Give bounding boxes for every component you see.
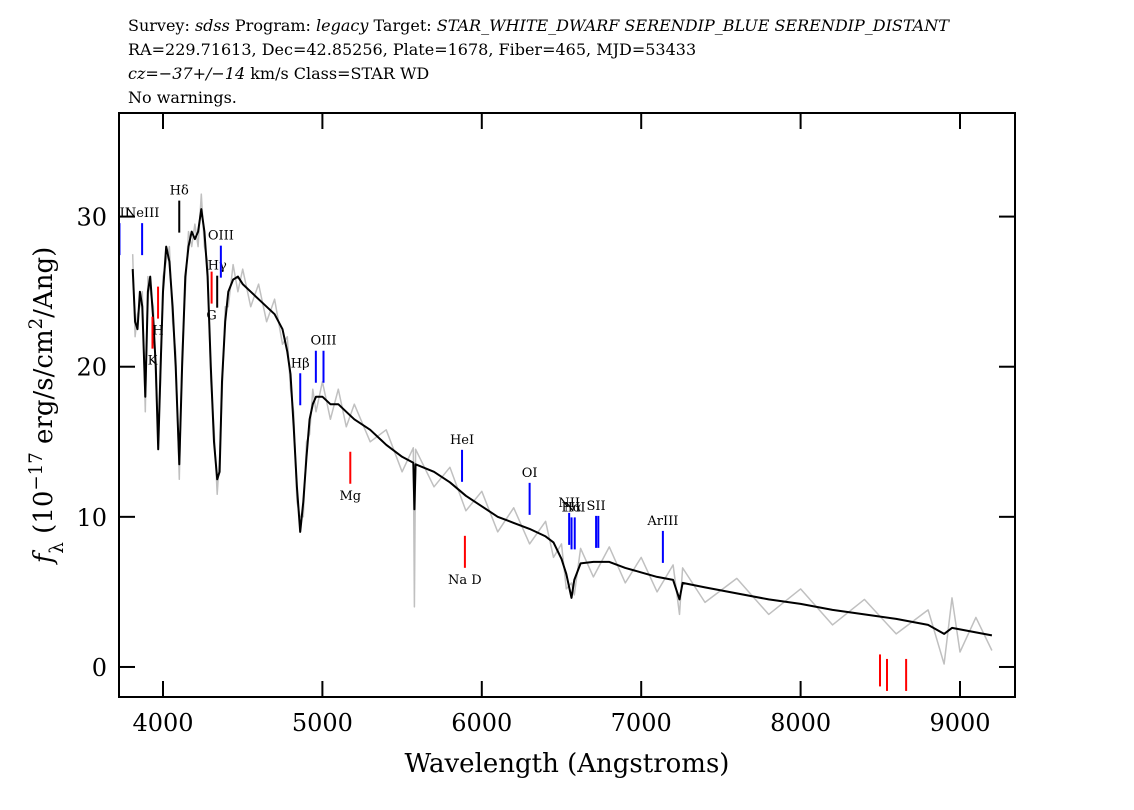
header-line-part: Survey:: [128, 16, 195, 35]
line-label: Hδ: [170, 184, 189, 199]
y-axis-label-part: 2: [26, 318, 47, 330]
line-label: K: [148, 354, 158, 369]
y-axis-label-part: (10: [29, 491, 59, 543]
x-tick-label: 5000: [292, 709, 353, 737]
line-label: ArIII: [646, 514, 678, 529]
line-label: Na D: [448, 573, 482, 588]
x-axis-label: Wavelength (Angstroms): [405, 749, 730, 779]
y-axis-label-part: −17: [26, 452, 47, 490]
line-label: HeI: [450, 433, 474, 448]
x-tick-label: 8000: [770, 709, 831, 737]
x-tick-label: 6000: [451, 709, 512, 737]
header-line-part: km/s Class=STAR WD: [245, 64, 429, 83]
y-axis-label-part: λ: [47, 542, 68, 554]
line-label: NII: [558, 496, 580, 511]
line-label: OIII: [310, 334, 336, 349]
line-label: SII: [586, 499, 605, 514]
header-line-part: legacy: [316, 16, 369, 35]
header-line-part: No warnings.: [128, 88, 237, 107]
line-label: H: [152, 324, 163, 339]
header-line-part: Program:: [230, 16, 316, 35]
line-label: Hγ: [208, 259, 227, 274]
header-line: RA=229.71613, Dec=42.85256, Plate=1678, …: [128, 40, 696, 59]
line-label: OI: [522, 466, 538, 481]
line-label: G: [206, 309, 216, 324]
header-line-part: STAR_WHITE_DWARF SERENDIP_BLUE SERENDIP_…: [437, 16, 950, 35]
y-tick-label: 0: [92, 654, 107, 682]
header-line: No warnings.: [128, 88, 237, 107]
line-label: OII: [109, 206, 130, 221]
line-label: Mg: [339, 489, 361, 504]
header-line-part: Target:: [368, 16, 436, 35]
x-tick-label: 9000: [929, 709, 990, 737]
y-axis-label-part: /Ang): [29, 247, 59, 318]
line-label: Hα: [561, 500, 581, 515]
x-tick-label: 7000: [611, 709, 672, 737]
y-tick-label: 20: [76, 354, 107, 382]
header-line-part: sdss: [195, 16, 230, 35]
y-tick-label: 30: [76, 204, 107, 232]
spectrum-line: [131, 208, 993, 637]
line-label: NII: [564, 500, 586, 515]
plot-frame: [118, 112, 1016, 698]
line-label: OIII: [208, 229, 234, 244]
y-axis-label-part: erg/s/cm: [29, 329, 59, 452]
header-line-part: RA=229.71613, Dec=42.85256, Plate=1678, …: [128, 40, 696, 59]
line-label: Hβ: [291, 356, 310, 371]
x-tick-label: 4000: [132, 709, 193, 737]
y-tick-label: 10: [76, 504, 107, 532]
header-line-part: cz=−37+/−14: [128, 64, 245, 83]
header-line: cz=−37+/−14 km/s Class=STAR WD: [128, 64, 429, 83]
header-line: Survey: sdss Program: legacy Target: STA…: [128, 16, 950, 35]
line-label: NeIII: [125, 206, 159, 221]
